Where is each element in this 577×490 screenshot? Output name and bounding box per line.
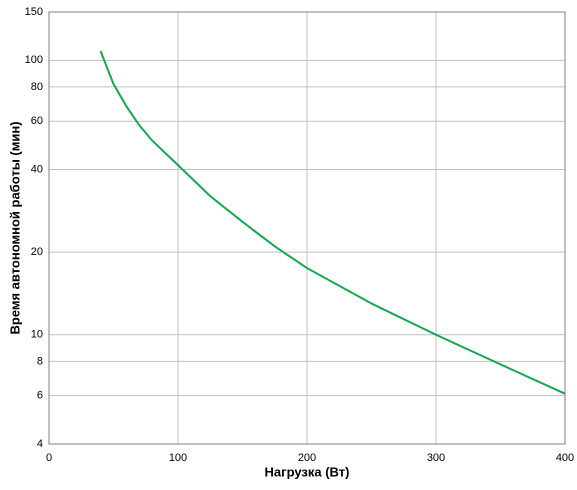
x-tick-label: 300 [427, 452, 445, 464]
y-tick-label: 150 [25, 6, 43, 18]
y-tick-label: 8 [37, 355, 43, 367]
x-axis-title: Нагрузка (Вт) [265, 464, 350, 479]
x-tick-label: 400 [556, 452, 574, 464]
y-tick-label: 4 [37, 438, 43, 450]
x-tick-label: 200 [298, 452, 316, 464]
y-axis-title: Время автономной работы (мин) [7, 121, 22, 334]
plot-border [48, 11, 566, 445]
y-tick-label: 60 [31, 115, 43, 127]
y-tick-label: 100 [25, 54, 43, 66]
data-line [99, 50, 566, 395]
x-tick-label: 100 [169, 452, 187, 464]
y-tick-label: 6 [37, 390, 43, 402]
y-tick-label: 10 [31, 329, 43, 341]
y-tick-label: 20 [31, 246, 43, 258]
x-tick-label: 0 [46, 452, 52, 464]
y-tick-label: 80 [31, 81, 43, 93]
y-tick-label: 40 [31, 163, 43, 175]
